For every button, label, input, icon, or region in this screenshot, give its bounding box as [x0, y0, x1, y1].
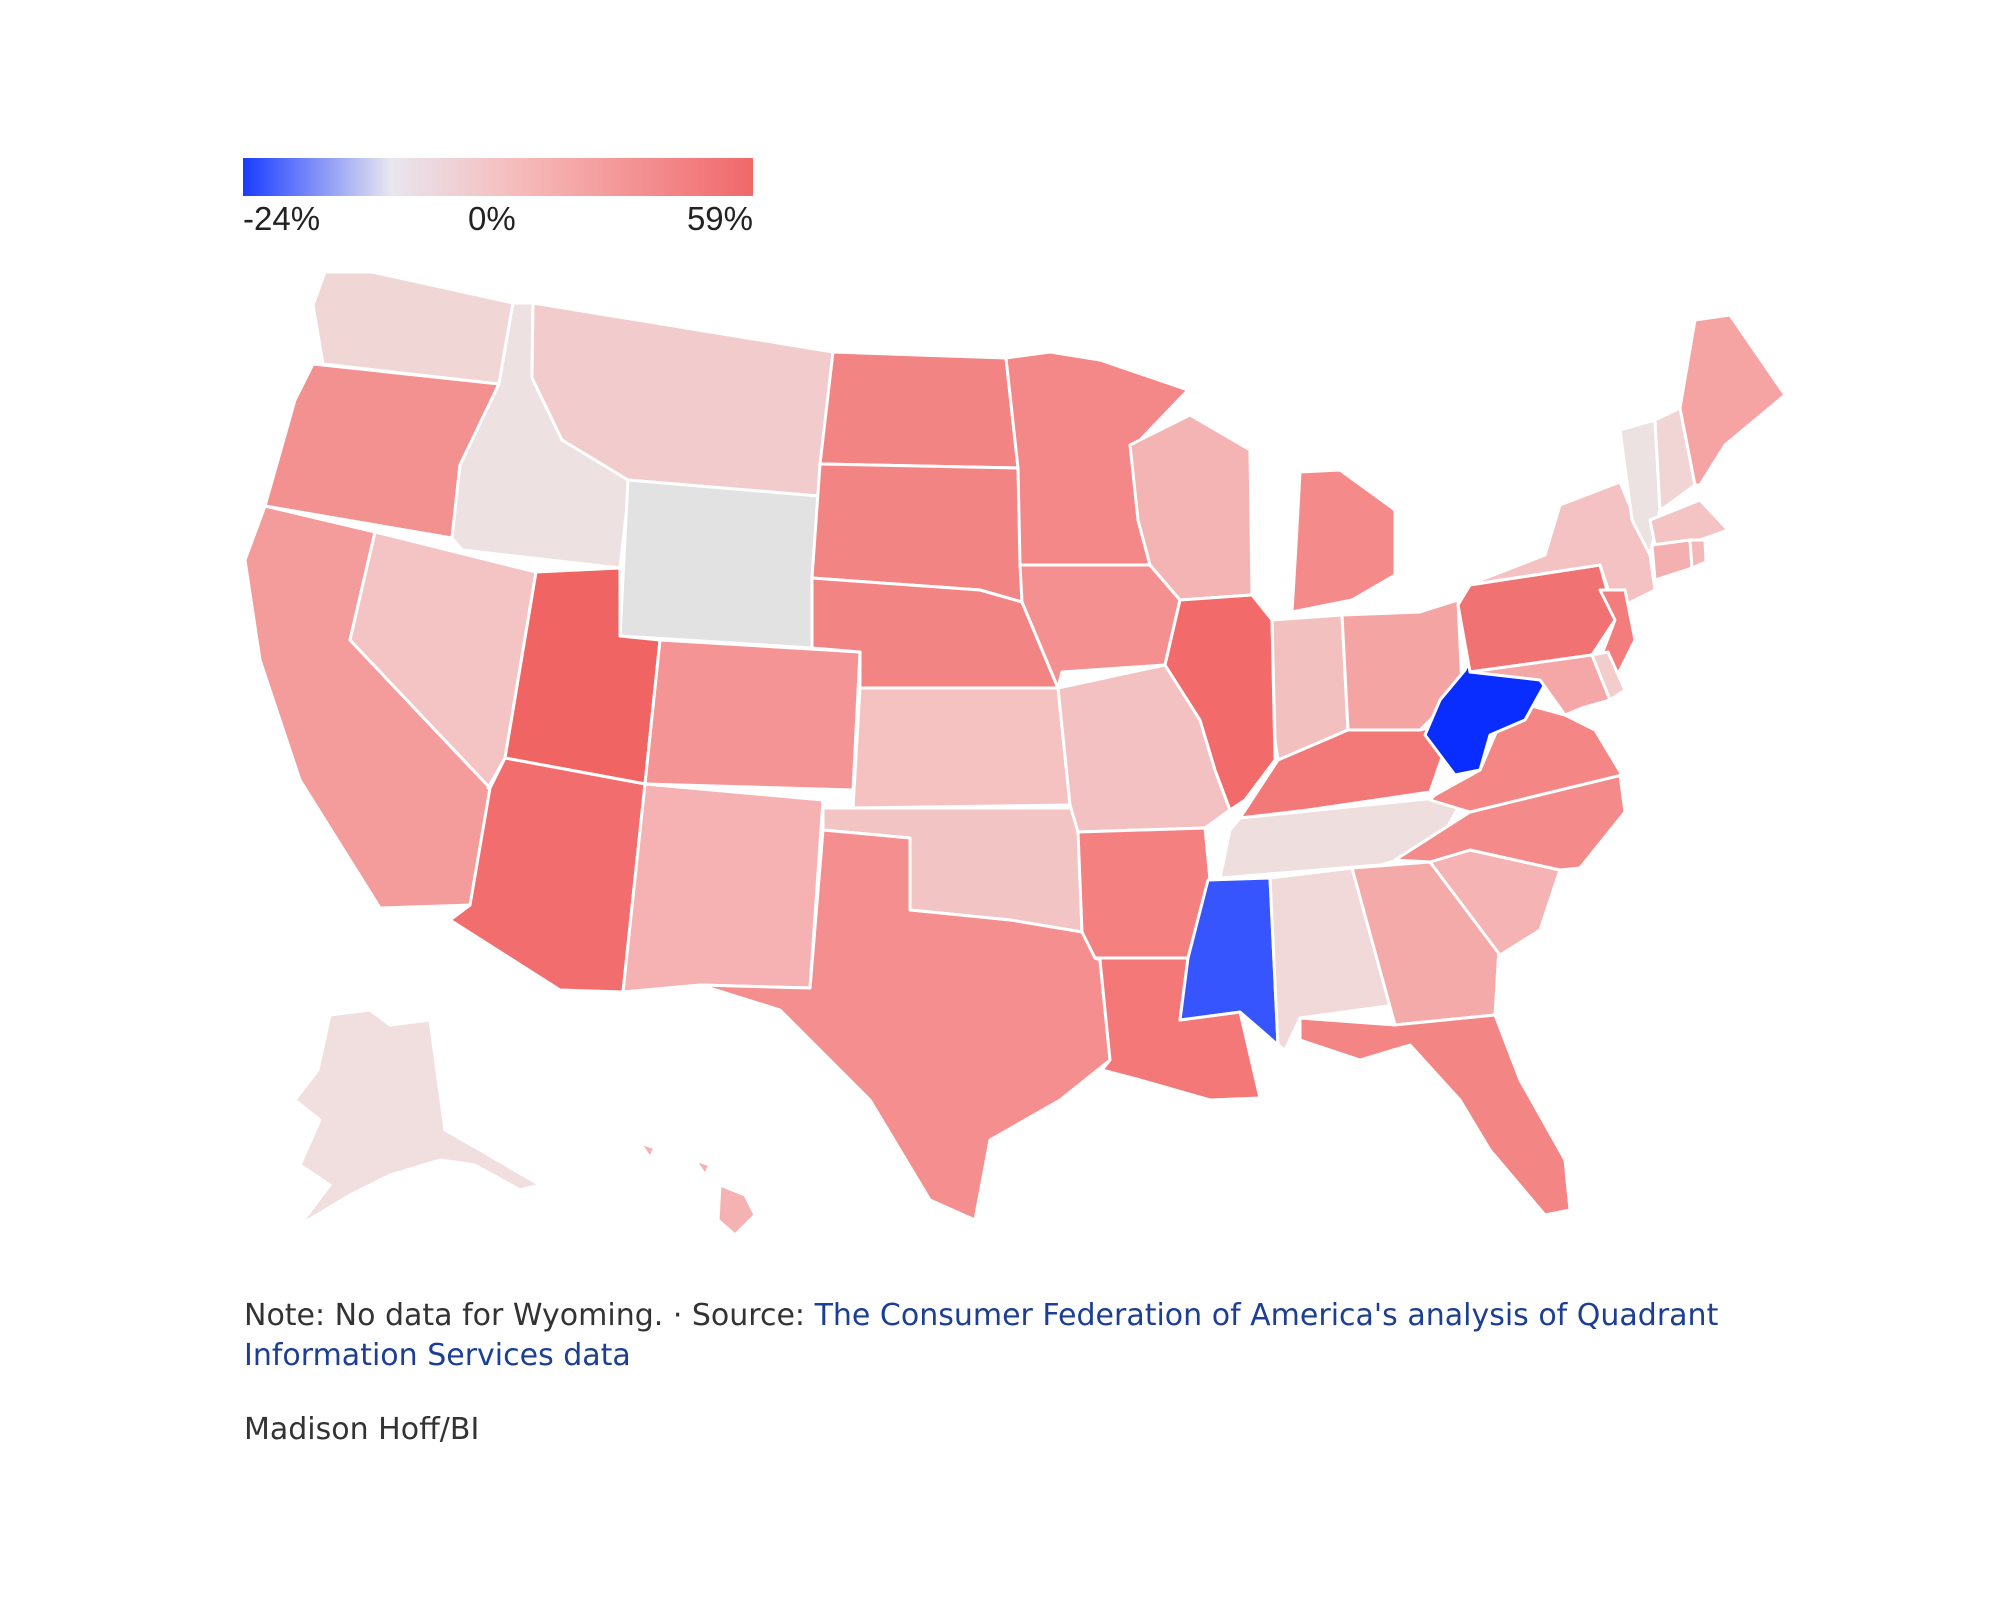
legend-min-label: -24% — [243, 200, 321, 237]
note-text: Note: No data for Wyoming. · Source: — [244, 1298, 815, 1333]
color-legend: -24% 0% 59% — [243, 158, 753, 240]
state-wy — [618, 478, 820, 650]
state-fl — [1298, 1013, 1572, 1217]
legend-gradient-bar — [243, 158, 753, 196]
state-tx — [698, 828, 1112, 1222]
state-nd — [818, 350, 1020, 470]
state-ar — [1076, 826, 1212, 960]
state-ma — [1648, 498, 1730, 547]
state-hi — [638, 1141, 757, 1237]
state-ct — [1650, 538, 1694, 582]
legend-mid-label: 0% — [468, 200, 516, 237]
state-il — [1163, 593, 1277, 812]
state-mi — [1290, 468, 1397, 614]
state-de — [1590, 650, 1627, 702]
state-nm — [621, 782, 825, 994]
state-ak — [293, 1008, 542, 1227]
state-ks — [851, 686, 1072, 810]
legend-max-label: 59% — [686, 200, 753, 237]
credit-text: Madison Hoff/BI — [244, 1412, 480, 1447]
state-me — [1678, 313, 1787, 487]
state-ri — [1688, 538, 1708, 570]
footer-note: Note: No data for Wyoming. · Source: The… — [244, 1296, 1744, 1376]
state-nh — [1653, 406, 1697, 512]
state-co — [643, 638, 862, 792]
state-va — [1428, 698, 1624, 814]
source-link[interactable]: The Consumer Federation of America's ana… — [244, 1298, 1719, 1373]
